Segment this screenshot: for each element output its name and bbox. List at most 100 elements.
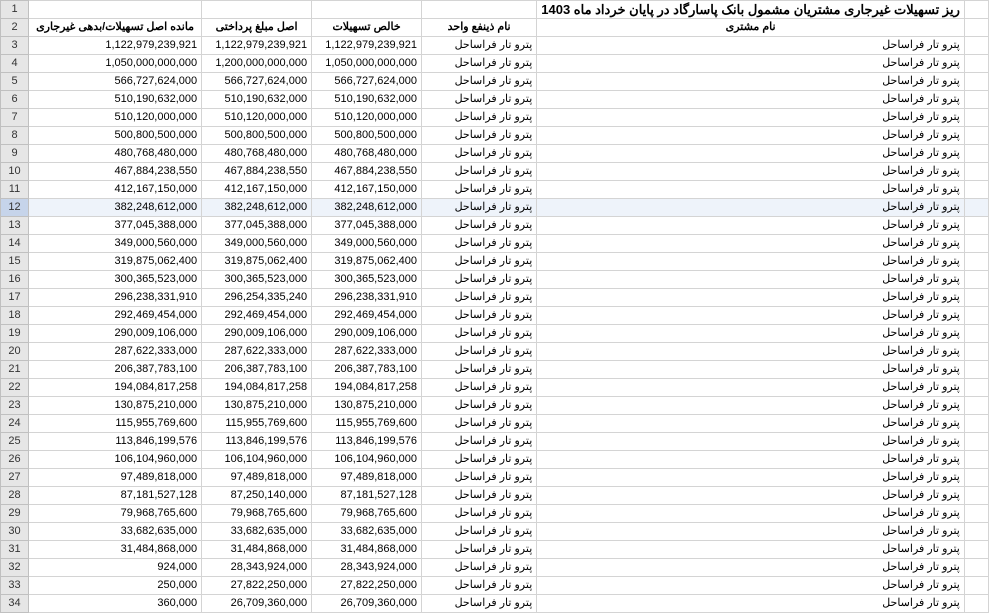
row-header-34[interactable]: 34: [1, 595, 29, 613]
cell-customer[interactable]: پترو تار فراساحل: [537, 325, 965, 343]
cell-net[interactable]: 412,167,150,000: [312, 181, 422, 199]
cell-net[interactable]: 1,122,979,239,921: [312, 37, 422, 55]
row-header-30[interactable]: 30: [1, 523, 29, 541]
cell-net[interactable]: 28,343,924,000: [312, 559, 422, 577]
cell-beneficiary[interactable]: پترو تار فراساحل: [422, 343, 537, 361]
cell-beneficiary[interactable]: پترو تار فراساحل: [422, 577, 537, 595]
cell-balance[interactable]: 33,682,635,000: [29, 523, 202, 541]
cell-balance[interactable]: 300,365,523,000: [29, 271, 202, 289]
cell-beneficiary[interactable]: پترو تار فراساحل: [422, 325, 537, 343]
cell-balance[interactable]: 115,955,769,600: [29, 415, 202, 433]
cell-customer[interactable]: پترو تار فراساحل: [537, 577, 965, 595]
cell-stub[interactable]: [964, 235, 988, 253]
cell-principal[interactable]: 79,968,765,600: [202, 505, 312, 523]
cell-net[interactable]: 382,248,612,000: [312, 199, 422, 217]
cell-principal[interactable]: 319,875,062,400: [202, 253, 312, 271]
row-header-9[interactable]: 9: [1, 145, 29, 163]
row-header-18[interactable]: 18: [1, 307, 29, 325]
cell-stub[interactable]: [964, 505, 988, 523]
cell-customer[interactable]: پترو تار فراساحل: [537, 145, 965, 163]
cell-customer[interactable]: پترو تار فراساحل: [537, 307, 965, 325]
cell-principal[interactable]: 26,709,360,000: [202, 595, 312, 613]
cell-customer[interactable]: پترو تار فراساحل: [537, 217, 965, 235]
cell-balance[interactable]: 292,469,454,000: [29, 307, 202, 325]
cell-stub[interactable]: [964, 559, 988, 577]
cell-stub[interactable]: [964, 487, 988, 505]
cell-principal[interactable]: 33,682,635,000: [202, 523, 312, 541]
cell-net[interactable]: 500,800,500,000: [312, 127, 422, 145]
cell-beneficiary[interactable]: پترو تار فراساحل: [422, 181, 537, 199]
cell-customer[interactable]: پترو تار فراساحل: [537, 73, 965, 91]
cell-beneficiary[interactable]: پترو تار فراساحل: [422, 289, 537, 307]
cell-balance[interactable]: 194,084,817,258: [29, 379, 202, 397]
cell-b1[interactable]: [202, 1, 312, 19]
cell-balance[interactable]: 480,768,480,000: [29, 145, 202, 163]
cell-beneficiary[interactable]: پترو تار فراساحل: [422, 559, 537, 577]
cell-beneficiary[interactable]: پترو تار فراساحل: [422, 415, 537, 433]
cell-balance[interactable]: 250,000: [29, 577, 202, 595]
row-header-22[interactable]: 22: [1, 379, 29, 397]
cell-principal[interactable]: 130,875,210,000: [202, 397, 312, 415]
row-header-14[interactable]: 14: [1, 235, 29, 253]
cell-beneficiary[interactable]: پترو تار فراساحل: [422, 37, 537, 55]
cell-stub[interactable]: [964, 307, 988, 325]
cell-beneficiary[interactable]: پترو تار فراساحل: [422, 433, 537, 451]
cell-beneficiary[interactable]: پترو تار فراساحل: [422, 253, 537, 271]
cell-stub[interactable]: [964, 109, 988, 127]
cell-net[interactable]: 292,469,454,000: [312, 307, 422, 325]
cell-stub[interactable]: [964, 343, 988, 361]
cell-principal[interactable]: 290,009,106,000: [202, 325, 312, 343]
cell-stub[interactable]: [964, 325, 988, 343]
row-header-2[interactable]: 2: [1, 19, 29, 37]
cell-f1[interactable]: [964, 1, 988, 19]
cell-balance[interactable]: 500,800,500,000: [29, 127, 202, 145]
cell-beneficiary[interactable]: پترو تار فراساحل: [422, 55, 537, 73]
cell-stub[interactable]: [964, 595, 988, 613]
cell-principal[interactable]: 1,122,979,239,921: [202, 37, 312, 55]
cell-principal[interactable]: 510,120,000,000: [202, 109, 312, 127]
cell-beneficiary[interactable]: پترو تار فراساحل: [422, 199, 537, 217]
row-header-17[interactable]: 17: [1, 289, 29, 307]
row-header-28[interactable]: 28: [1, 487, 29, 505]
row-header-15[interactable]: 15: [1, 253, 29, 271]
row-header-5[interactable]: 5: [1, 73, 29, 91]
cell-customer[interactable]: پترو تار فراساحل: [537, 127, 965, 145]
cell-net[interactable]: 33,682,635,000: [312, 523, 422, 541]
cell-customer[interactable]: پترو تار فراساحل: [537, 397, 965, 415]
cell-balance[interactable]: 467,884,238,550: [29, 163, 202, 181]
cell-customer[interactable]: پترو تار فراساحل: [537, 487, 965, 505]
cell-principal[interactable]: 377,045,388,000: [202, 217, 312, 235]
cell-stub[interactable]: [964, 451, 988, 469]
cell-principal[interactable]: 412,167,150,000: [202, 181, 312, 199]
cell-principal[interactable]: 566,727,624,000: [202, 73, 312, 91]
cell-customer[interactable]: پترو تار فراساحل: [537, 55, 965, 73]
cell-net[interactable]: 27,822,250,000: [312, 577, 422, 595]
cell-net[interactable]: 296,238,331,910: [312, 289, 422, 307]
cell-balance[interactable]: 106,104,960,000: [29, 451, 202, 469]
cell-net[interactable]: 31,484,868,000: [312, 541, 422, 559]
cell-stub[interactable]: [964, 361, 988, 379]
cell-beneficiary[interactable]: پترو تار فراساحل: [422, 505, 537, 523]
cell-beneficiary[interactable]: پترو تار فراساحل: [422, 91, 537, 109]
cell-stub[interactable]: [964, 253, 988, 271]
cell-balance[interactable]: 130,875,210,000: [29, 397, 202, 415]
cell-stub[interactable]: [964, 577, 988, 595]
cell-beneficiary[interactable]: پترو تار فراساحل: [422, 73, 537, 91]
cell-customer[interactable]: پترو تار فراساحل: [537, 559, 965, 577]
row-header-23[interactable]: 23: [1, 397, 29, 415]
cell-net[interactable]: 510,120,000,000: [312, 109, 422, 127]
cell-customer[interactable]: پترو تار فراساحل: [537, 595, 965, 613]
cell-net[interactable]: 113,846,199,576: [312, 433, 422, 451]
header-principal[interactable]: اصل مبلغ پرداختی: [202, 19, 312, 37]
cell-balance[interactable]: 206,387,783,100: [29, 361, 202, 379]
row-header-13[interactable]: 13: [1, 217, 29, 235]
row-header-3[interactable]: 3: [1, 37, 29, 55]
cell-stub[interactable]: [964, 163, 988, 181]
cell-stub[interactable]: [964, 379, 988, 397]
cell-balance[interactable]: 31,484,868,000: [29, 541, 202, 559]
cell-principal[interactable]: 480,768,480,000: [202, 145, 312, 163]
cell-customer[interactable]: پترو تار فراساحل: [537, 37, 965, 55]
cell-stub[interactable]: [964, 415, 988, 433]
cell-customer[interactable]: پترو تار فراساحل: [537, 181, 965, 199]
cell-customer[interactable]: پترو تار فراساحل: [537, 163, 965, 181]
